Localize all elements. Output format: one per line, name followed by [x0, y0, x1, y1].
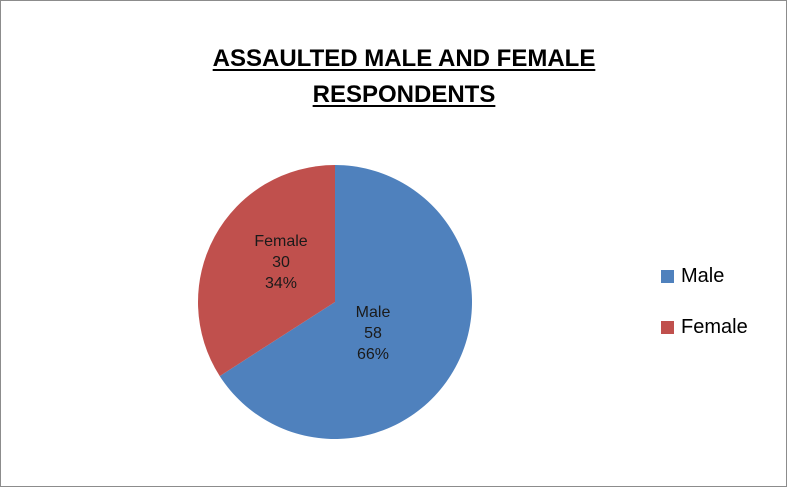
slice-label-male: Male 58 66% — [356, 304, 391, 363]
pie-slice-male — [219, 165, 473, 439]
chart-title-line-1: ASSAULTED MALE AND FEMALE — [212, 45, 596, 72]
legend-entry-male: Male — [661, 263, 748, 290]
legend: Male Female — [661, 263, 748, 365]
legend-swatch-female — [661, 321, 674, 334]
legend-label-female: Female — [681, 316, 748, 338]
slice-label-female: Female 30 34% — [254, 233, 307, 292]
legend-entry-female: Female — [661, 314, 748, 341]
legend-label-male: Male — [681, 265, 725, 287]
chart-title: ASSAULTED MALE AND FEMALE RESPONDENTS — [1, 41, 786, 113]
chart-title-line-2: RESPONDENTS — [312, 81, 496, 108]
pie-slice-female — [198, 165, 335, 377]
legend-swatch-male — [661, 270, 674, 283]
